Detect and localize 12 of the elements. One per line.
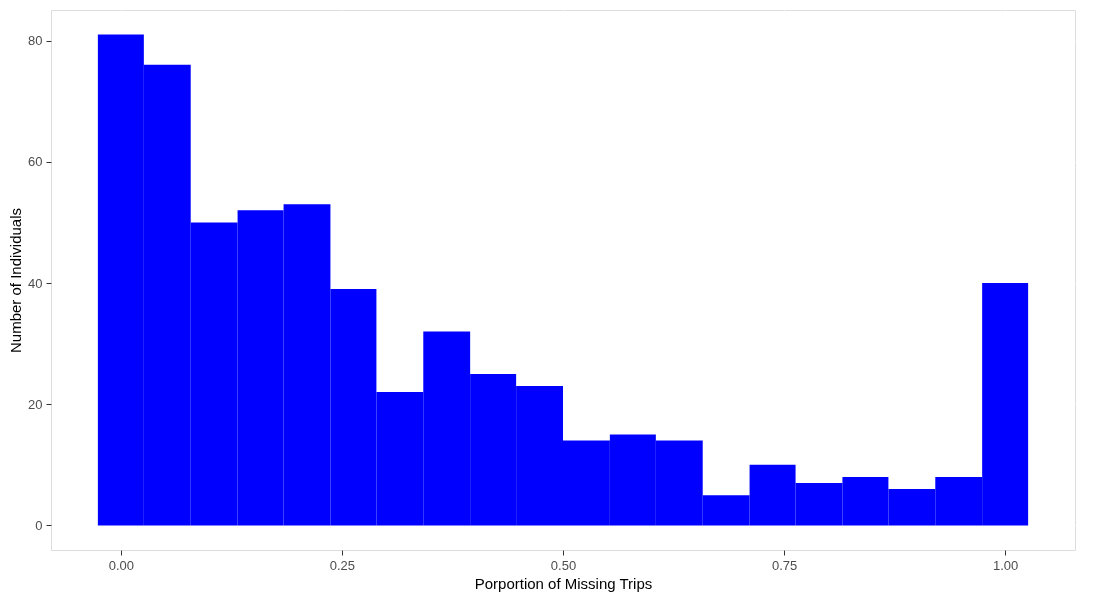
x-tick-label: 0.50 bbox=[550, 557, 577, 573]
y-axis-title: Number of Individuals bbox=[7, 207, 25, 354]
y-tick-label: 60 bbox=[28, 154, 43, 170]
x-tick-label: 0.00 bbox=[108, 557, 135, 573]
y-tick-label: 20 bbox=[28, 396, 43, 412]
y-tick-label: 80 bbox=[28, 33, 43, 49]
y-tick-label: 40 bbox=[28, 275, 43, 291]
x-tick-label: 0.75 bbox=[771, 557, 798, 573]
x-tick-label: 1.00 bbox=[992, 557, 1019, 573]
x-axis-title: Porportion of Missing Trips bbox=[474, 574, 653, 592]
x-tick-label: 0.25 bbox=[329, 557, 356, 573]
y-tick-label: 0 bbox=[35, 517, 43, 533]
